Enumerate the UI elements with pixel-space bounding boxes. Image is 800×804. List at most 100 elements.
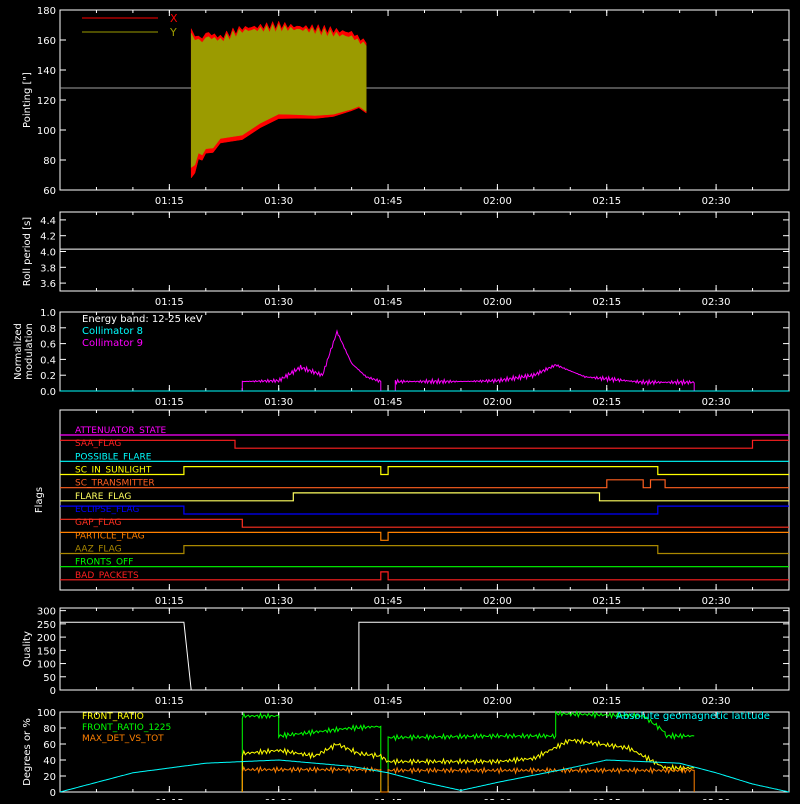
flag-line-bad-packets [60,571,789,581]
quality-xlabel: 02:00 [483,696,512,707]
roll-period-ylabel: Roll period [s] [22,217,33,286]
ratios-series-front-ratio [241,737,695,792]
flags-xlabel: 02:15 [592,596,621,607]
pointing-ytick-label: 180 [37,6,56,17]
flag-line-aaz-flag [60,544,789,555]
quality-xlabel: 01:15 [155,696,184,707]
flags-xlabel: 01:30 [264,596,293,607]
roll-period-xlabel: 02:30 [702,297,731,308]
roll-period-xlabel: 02:15 [592,297,621,308]
flag-label: ATTENUATOR_STATE [75,426,167,436]
modulation-ytick-label: 0.8 [40,324,56,335]
quality-ytick-label: 200 [37,633,56,644]
modulation-series-collimator-9 [241,329,695,392]
pointing-xlabel: 01:30 [264,196,293,207]
ratios-ytick-label: 40 [43,756,56,767]
quality-ytick-label: 100 [37,660,56,671]
flag-label: SAA_FLAG [75,439,121,449]
flag-line-saa-flag [60,439,789,449]
modulation-ylabel: Normalizedmodulation [13,323,35,380]
quality-ytick-label: 150 [37,646,56,657]
modulation-ytick-label: 0.6 [40,340,56,351]
quality-ylabel: Quality [22,631,33,667]
flags-xlabel: 02:30 [702,596,731,607]
flags-xlabel: 01:15 [155,596,184,607]
modulation-ytick-label: 0.4 [40,355,56,366]
roll-period-ytick-label: 4.4 [40,216,56,227]
flag-label: SC_IN_SUNLIGHT [75,466,152,476]
flag-line-eclipse-flag [60,505,789,515]
flags-xlabel: 01:45 [374,596,403,607]
flag-line-gap-flag [60,518,789,528]
pointing-xlabel: 02:15 [592,196,621,207]
roll-period-xlabel: 01:45 [374,297,403,308]
ratios-ytick-label: 80 [43,724,56,735]
pointing-legend-label: Y [169,26,177,39]
pointing-ylabel: Pointing ["] [22,72,33,128]
ratios-series-max-det-vs-tot [241,765,695,793]
roll-period-xlabel: 02:00 [483,297,512,308]
modulation-xlabel: 02:00 [483,397,512,408]
roll-period-xlabel: 01:30 [264,297,293,308]
ratios-annotation: Absolute geomagnetic latitude [616,711,770,722]
pointing-xlabel: 01:45 [374,196,403,207]
flag-line-sc-transmitter [60,479,789,489]
roll-period-frame [59,211,790,292]
flag-label: BAD_PACKETS [75,571,139,581]
ratios-ytick-label: 0 [50,788,56,799]
roll-period-ytick-label: 3.8 [40,263,56,274]
pointing-ytick-label: 60 [43,186,56,197]
quality-ytick-label: 250 [37,620,56,631]
modulation-xlabel: 01:45 [374,397,403,408]
ratios-ytick-label: 60 [43,740,56,751]
ratios-legend-label: MAX_DET_VS_TOT [82,734,164,744]
quality-xlabel: 01:30 [264,696,293,707]
roll-period-ytick-label: 3.6 [40,279,56,290]
flags-ylabel: Flags [34,487,45,513]
modulation-ytick-label: 1.0 [40,308,56,319]
flag-line-flare-flag [60,492,789,502]
pointing-ytick-label: 120 [37,96,56,107]
pointing-ytick-label: 80 [43,156,56,167]
ratios-ytick-label: 20 [43,772,56,783]
flag-line-sc-in-sunlight [60,466,789,476]
modulation-xlabel: 01:30 [264,397,293,408]
quality-frame [59,607,790,691]
modulation-xlabel: 02:30 [702,397,731,408]
roll-period-ytick-label: 4.0 [40,248,56,259]
flag-label: GAP_FLAG [75,518,121,528]
flag-label: SC_TRANSMITTER [75,479,155,489]
pointing-ytick-label: 140 [37,66,56,77]
ratios-ytick-label: 100 [37,708,56,719]
pointing-xlabel: 01:15 [155,196,184,207]
roll-period-xlabel: 01:15 [155,297,184,308]
flag-label: PARTICLE_FLAG [75,531,145,541]
modulation-xlabel: 01:15 [155,397,184,408]
flag-label: AAZ_FLAG [75,545,122,555]
ratios-legend-label: FRONT_RATIO [82,712,144,722]
pointing-xlabel: 02:00 [483,196,512,207]
ratios-legend-label: FRONT_RATIO_1225 [82,723,171,733]
quality-ytick-label: 50 [43,673,56,684]
quality-ytick-label: 300 [37,607,56,618]
pointing-ytick-label: 100 [37,126,56,137]
flag-line-particle-flag [60,531,789,541]
flag-label: POSSIBLE_FLARE [75,452,152,462]
quality-series-line [60,621,789,691]
ratios-series-front-ratio-1225 [241,710,695,793]
quality-xlabel: 02:30 [702,696,731,707]
flag-label: FLARE_FLAG [75,492,131,502]
pointing-legend-label: X [170,12,178,25]
flags-frame [59,409,790,591]
ratios-series-absolute-geomagnetic-latitude [59,759,790,793]
roll-period-ytick-label: 4.2 [40,232,56,243]
pointing-band-y [190,23,367,168]
quality-xlabel: 01:45 [374,696,403,707]
quality-ytick-label: 0 [50,686,56,697]
modulation-ytick-label: 0.2 [40,371,56,382]
modulation-xlabel: 02:15 [592,397,621,408]
ratios-ylabel: Degrees or % [22,718,33,786]
quality-xlabel: 02:15 [592,696,621,707]
